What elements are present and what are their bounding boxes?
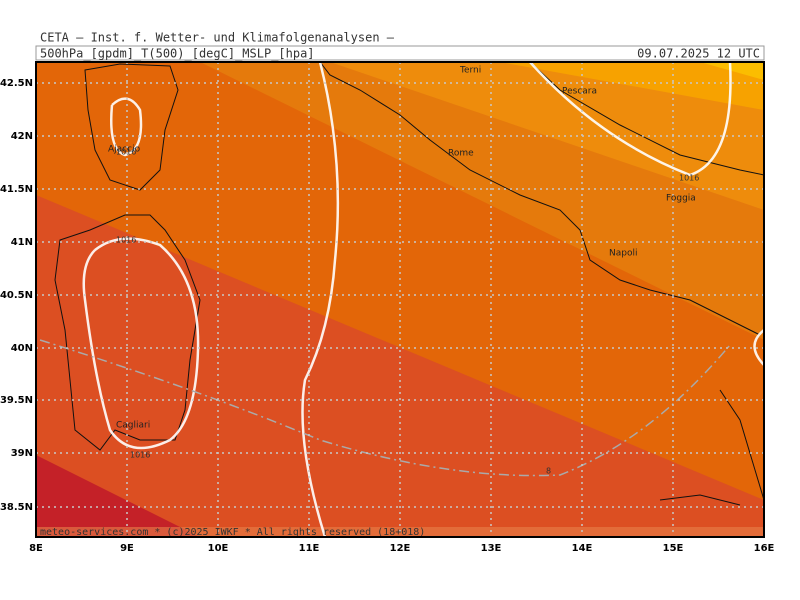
isobar <box>301 62 340 537</box>
header-bar <box>35 45 765 61</box>
lon-label: 14E <box>572 543 593 554</box>
coastline <box>319 62 761 336</box>
isotherm-label: 8 <box>546 467 551 476</box>
city-label: Foggia <box>666 194 696 204</box>
header-right: 09.07.2025 12 UTC <box>637 47 760 61</box>
lat-label: 41.5N <box>0 184 33 195</box>
coastline <box>659 389 764 506</box>
lon-label: 13E <box>481 543 502 554</box>
city-label: Pescara <box>562 87 597 97</box>
coastline <box>529 62 764 176</box>
city-label: Cagliari <box>116 421 150 431</box>
band <box>36 195 764 537</box>
lon-label: 9E <box>120 543 134 554</box>
lat-label: 40N <box>11 343 33 354</box>
band <box>36 455 200 537</box>
coastline <box>84 63 179 191</box>
map-frame <box>35 61 765 538</box>
isobar-label: 1016 <box>116 148 136 157</box>
lon-label: 8E <box>29 543 43 554</box>
band <box>700 62 764 80</box>
header-title: CETA — Inst. f. Wetter- und Klimafolgena… <box>40 31 395 45</box>
isobar <box>753 329 764 366</box>
header-left: 500hPa_[gpdm]_T(500)_[degC]_MSLP_[hpa] <box>40 47 315 61</box>
lat-label: 42.5N <box>0 78 33 89</box>
lat-label: 39.5N <box>0 395 33 406</box>
lat-label: 40.5N <box>0 290 33 301</box>
lon-label: 10E <box>208 543 229 554</box>
isotherm <box>39 339 731 477</box>
grid <box>36 62 764 537</box>
city-label: Ajaccio <box>108 145 141 155</box>
isobar-label: 1016 <box>116 236 136 245</box>
city-label: Napoli <box>609 249 637 259</box>
lat-label: 38.5N <box>0 502 33 513</box>
lon-label: 16E <box>754 543 775 554</box>
isobar <box>529 62 732 177</box>
isobar-label: 1016 <box>130 451 150 460</box>
lon-label: 12E <box>390 543 411 554</box>
map-area: Terni Pescara Rome Foggia Napoli Ajaccio… <box>36 62 764 538</box>
lon-label: 15E <box>663 543 684 554</box>
isobar <box>82 237 200 450</box>
lat-label: 39N <box>11 448 33 459</box>
lat-label: 42N <box>11 131 33 142</box>
city-label: Rome <box>448 149 474 159</box>
lat-label: 41N <box>11 237 33 248</box>
band <box>500 62 764 110</box>
isobar-label: 1016 <box>679 174 699 183</box>
footer: meteo-services.com * (c)2025 IWKF * All … <box>40 527 425 538</box>
lon-label: 11E <box>299 543 320 554</box>
city-label: Terni <box>459 66 481 76</box>
